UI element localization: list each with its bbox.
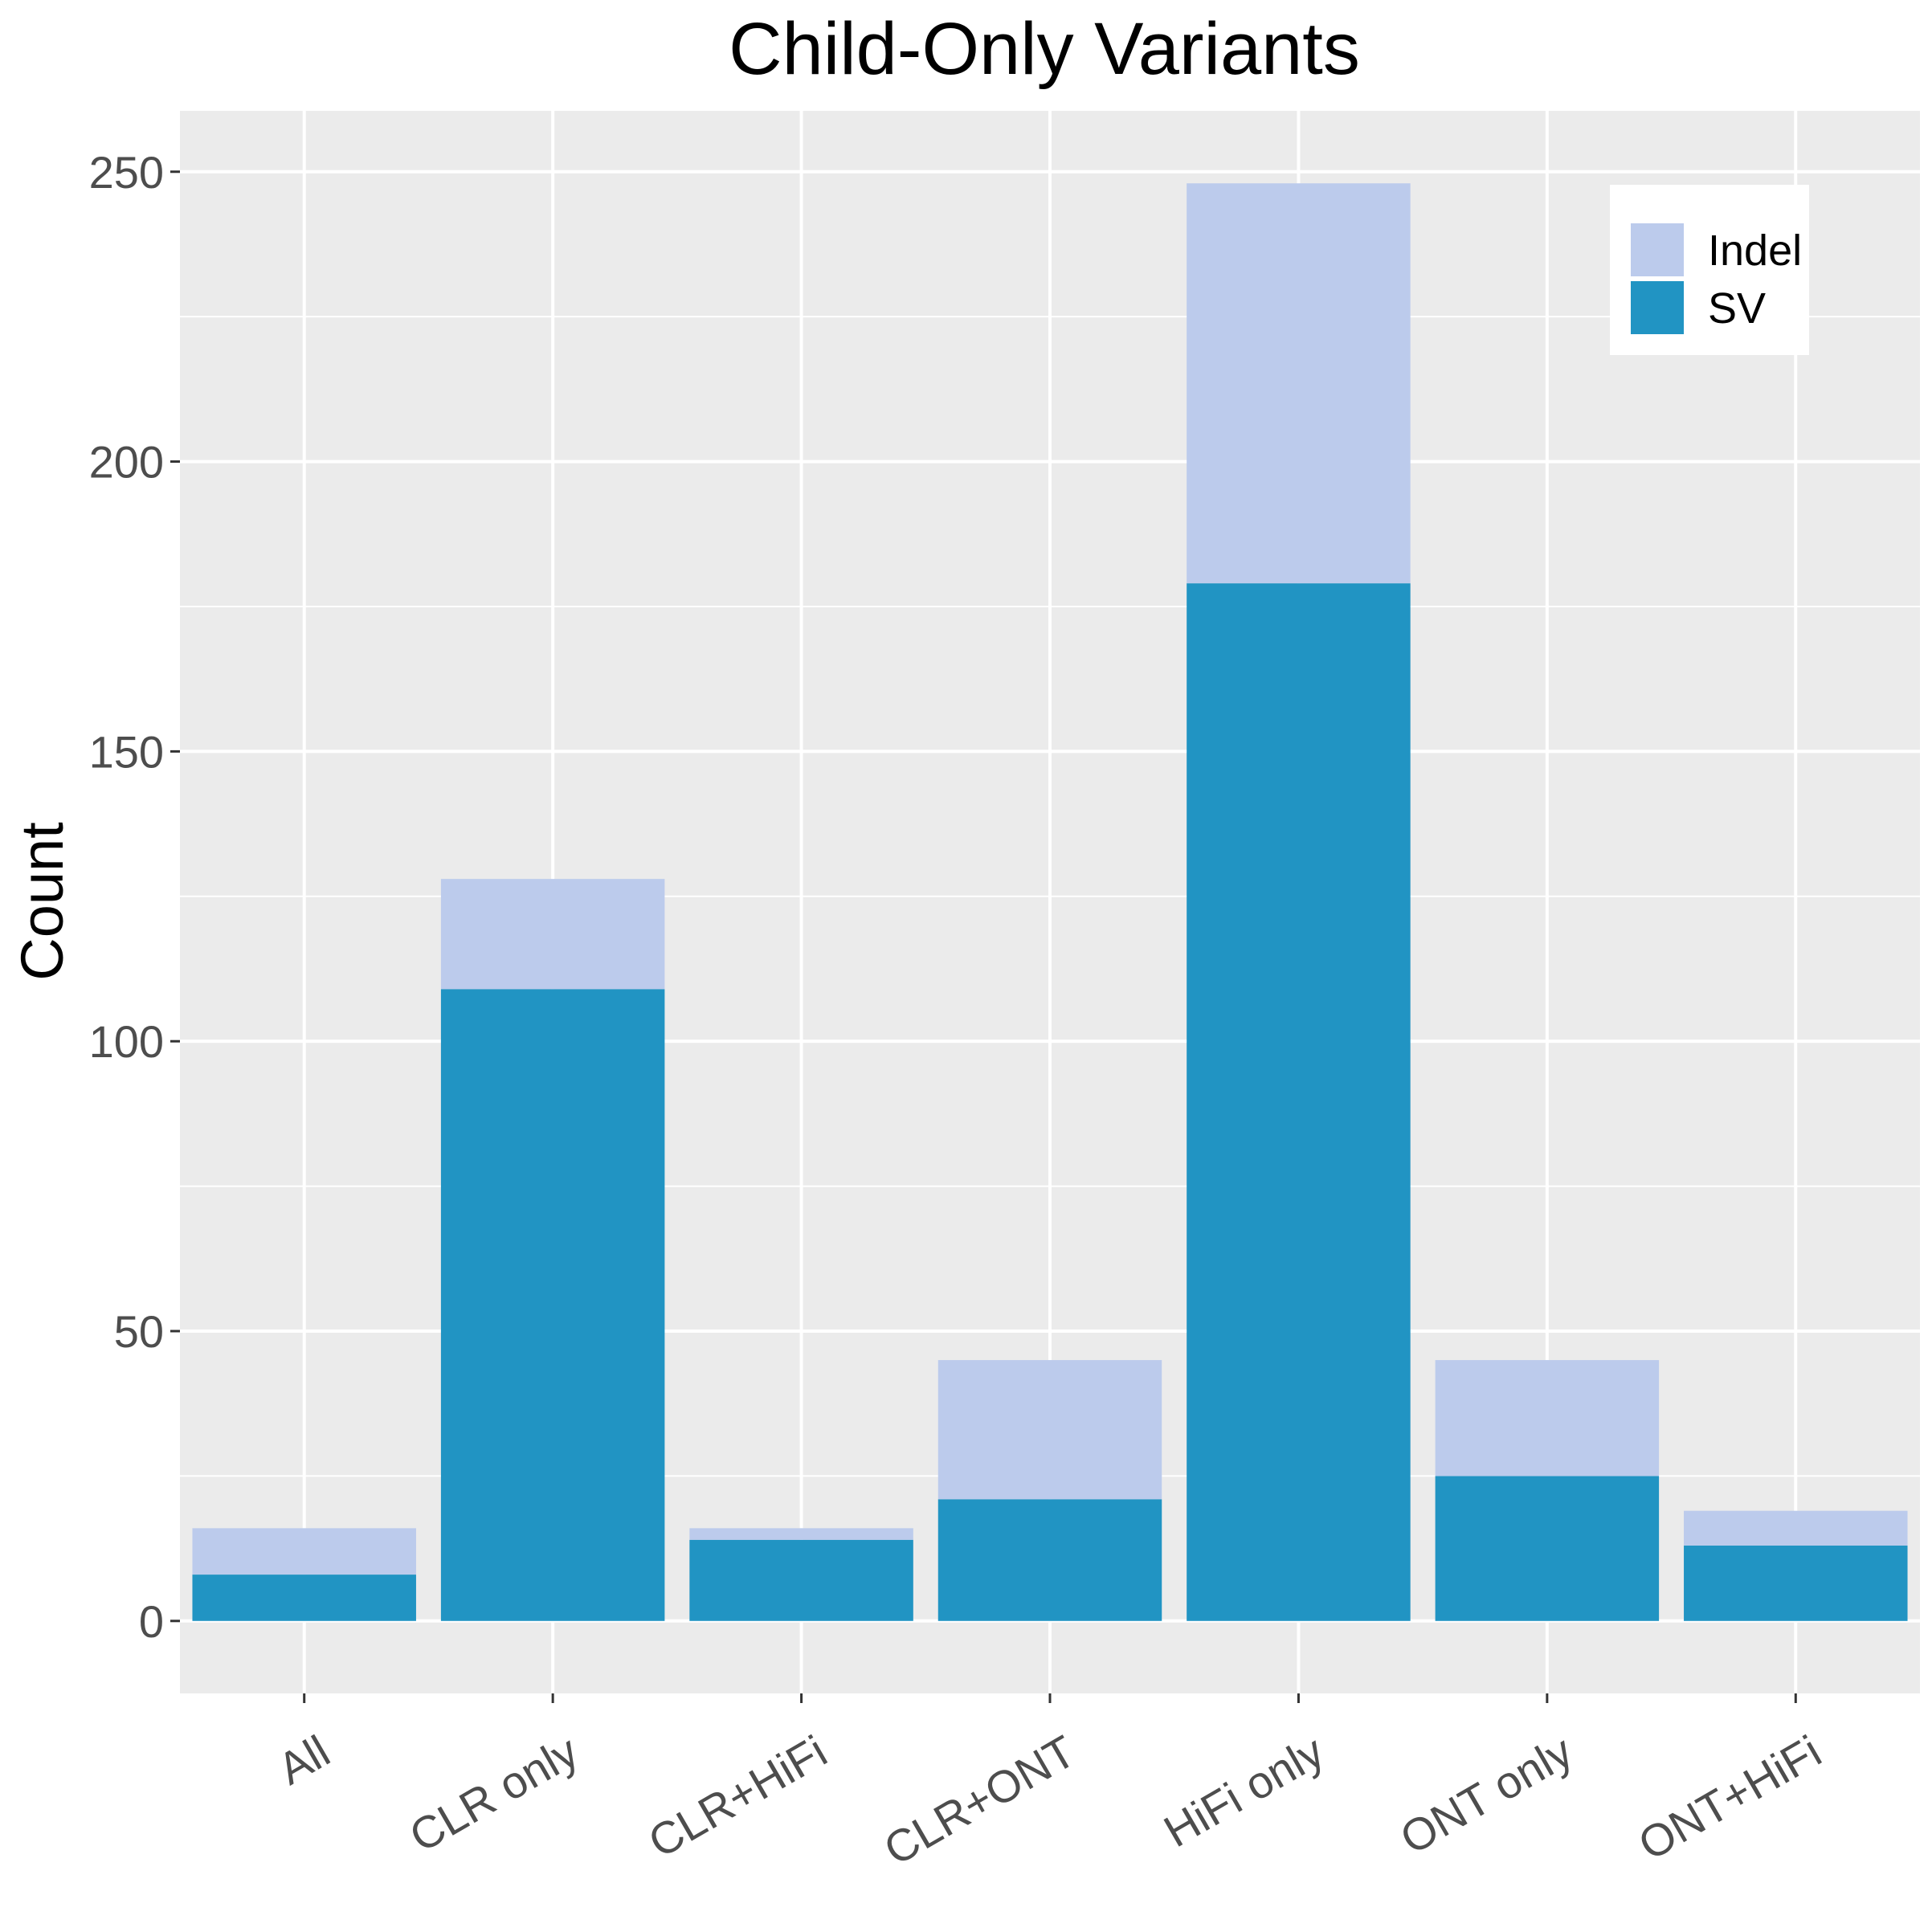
bar-sv-ont-only [1435, 1476, 1660, 1621]
bar-sv-clr-hifi [689, 1539, 913, 1621]
bar-sv-clr-ont [937, 1499, 1162, 1621]
bar-indel-ont-only [1435, 1360, 1660, 1477]
y-tick-label: 50 [114, 1306, 164, 1357]
bar-sv-clr-only [440, 989, 665, 1621]
y-tick-label: 0 [139, 1596, 164, 1647]
legend-label-sv: SV [1708, 284, 1766, 333]
legend-label-indel: Indel [1708, 227, 1802, 275]
bar-sv-all [192, 1575, 416, 1621]
chart-title: Child-Only Variants [729, 8, 1360, 90]
bar-indel-clr-only [440, 879, 665, 990]
y-axis-label: Count [9, 822, 76, 981]
bar-sv-hifi-only [1187, 583, 1411, 1621]
y-tick-label: 250 [89, 147, 164, 198]
legend: Indel SV [1610, 185, 1809, 355]
legend-key-indel [1631, 223, 1684, 276]
bar-indel-hifi-only [1187, 183, 1411, 584]
bar-indel-ont-hifi [1684, 1510, 1908, 1546]
bar-indel-clr-ont [937, 1360, 1162, 1500]
bar-indel-clr-hifi [689, 1528, 913, 1540]
y-tick-label: 200 [89, 437, 164, 488]
y-tick-label: 100 [89, 1016, 164, 1067]
bar-indel-all [192, 1528, 416, 1575]
legend-key-sv [1631, 281, 1684, 334]
y-tick-label: 150 [89, 726, 164, 777]
bar-sv-ont-hifi [1684, 1545, 1908, 1621]
